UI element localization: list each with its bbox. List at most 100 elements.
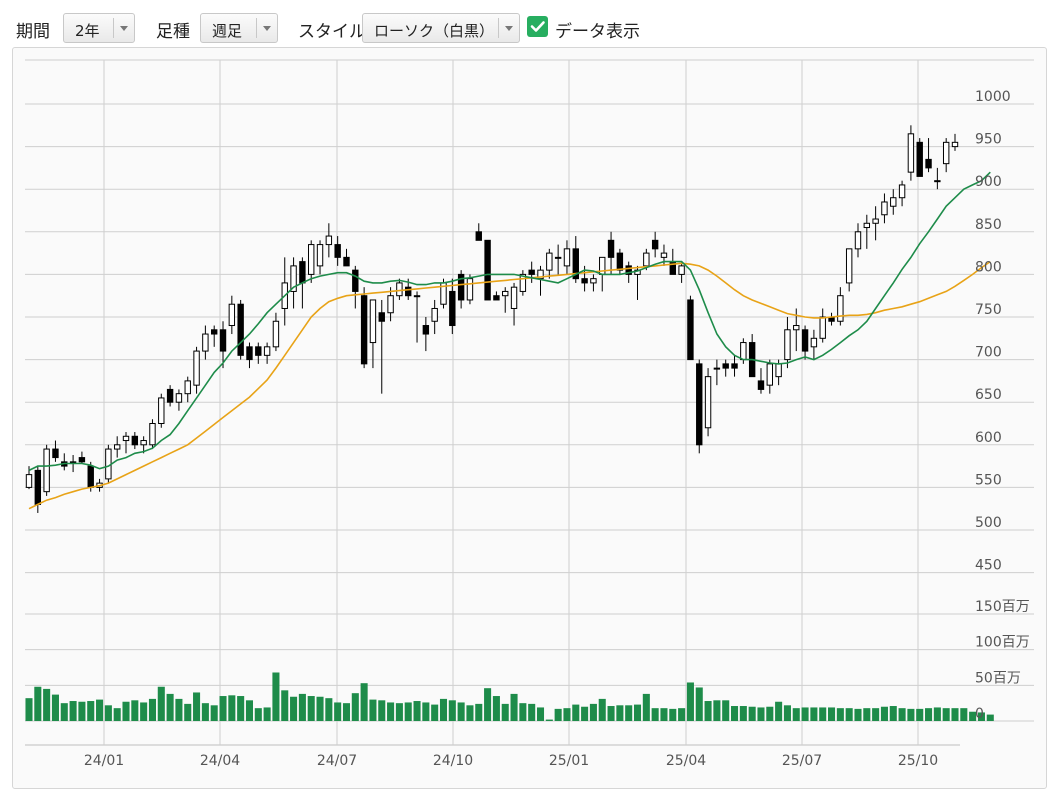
volume-bar [166, 693, 174, 721]
volume-bar [148, 698, 156, 721]
volume-bar [642, 693, 650, 721]
volume-bar [25, 698, 33, 721]
volume-bar [651, 708, 659, 721]
volume-bar [942, 708, 950, 721]
style-select[interactable]: ローソク（白黒） [362, 13, 520, 43]
price-tick-label: 500 [975, 515, 1002, 531]
candle-body [325, 235, 333, 246]
candle-body [863, 222, 871, 229]
volume-bar [307, 696, 315, 721]
candle [731, 355, 738, 377]
volume-bar [695, 687, 703, 721]
volume-bar [713, 700, 721, 721]
candle [431, 299, 438, 335]
volume-bar [334, 702, 342, 721]
candle-body [519, 273, 527, 292]
candle-body [934, 180, 941, 183]
x-tick-label: 24/10 [433, 753, 473, 769]
candle-body [616, 252, 624, 271]
candle-body [660, 252, 668, 258]
candle-body [581, 278, 588, 284]
volume-bar [678, 708, 686, 721]
candle [61, 453, 68, 471]
volume-bar [298, 693, 306, 721]
candle-body [158, 397, 165, 425]
candle [263, 342, 271, 364]
candle-body [837, 295, 844, 322]
candle [713, 359, 721, 386]
candle [934, 167, 941, 190]
candle-body [590, 278, 597, 284]
volume-axis-labels: 150百万 100百万 50百万 0 [975, 599, 1030, 722]
candle [510, 282, 518, 326]
candle-body [378, 312, 385, 322]
volume-bar [686, 682, 694, 721]
candle [493, 291, 500, 301]
price-tick-label: 900 [975, 174, 1002, 190]
candle-body [343, 256, 350, 267]
x-axis-labels: 24/01 24/04 24/07 24/10 25/01 25/04 25/07 25/10 [84, 753, 938, 769]
data-display-checkbox[interactable] [527, 16, 548, 37]
candle [590, 274, 597, 292]
volume-bar [554, 708, 562, 721]
volume-tick-label: 50百万 [975, 670, 1021, 686]
candle-body [475, 231, 482, 241]
candle [845, 248, 853, 292]
price-tick-label: 1000 [975, 89, 1011, 105]
style-label: スタイル [298, 22, 366, 42]
volume-bar [210, 705, 218, 721]
candle-body [113, 444, 121, 450]
candle-body [942, 141, 950, 165]
candle-body [78, 457, 86, 463]
candle-body [845, 248, 853, 284]
period-select[interactable]: 2年 [63, 13, 135, 43]
candle [722, 359, 729, 377]
candle-body [255, 346, 262, 356]
candle [916, 138, 923, 177]
volume-bar [113, 708, 121, 721]
candle-body [563, 248, 571, 267]
volume-bar [828, 707, 836, 721]
candle-body [422, 325, 430, 335]
period-label: 期間 [16, 22, 50, 42]
volume-bar [898, 708, 906, 721]
candle [228, 295, 236, 335]
candle-body [25, 474, 33, 488]
volume-bar [378, 700, 386, 721]
candle-body [916, 141, 923, 177]
volume-bar [907, 708, 915, 721]
volume-bar [448, 700, 456, 721]
candle-body [625, 265, 632, 275]
volume-bar [722, 700, 730, 721]
volume-bar [140, 702, 148, 721]
candle [193, 346, 200, 394]
volume-bar [69, 701, 77, 721]
candle [748, 334, 756, 378]
x-tick-label: 25/10 [898, 753, 938, 769]
candle-body [149, 423, 156, 446]
volume-bar [237, 696, 245, 721]
candle-body [228, 303, 236, 327]
candle-body [369, 299, 377, 344]
candle-body [801, 329, 809, 352]
grid-lines [25, 59, 1034, 746]
candle-body [413, 295, 421, 298]
volume-bar [925, 708, 933, 721]
candle-body [537, 269, 544, 280]
candle [122, 432, 130, 454]
candle-body [457, 273, 465, 301]
candle-body [810, 337, 818, 348]
candle [175, 389, 183, 411]
candle [819, 308, 826, 343]
x-tick-label: 24/07 [317, 753, 357, 769]
candle-body [607, 239, 615, 258]
interval-select[interactable]: 週足 [200, 13, 278, 43]
candle [784, 317, 791, 369]
candle [325, 223, 333, 258]
volume-bar [545, 719, 553, 721]
candle [678, 261, 685, 283]
candle-body [696, 363, 703, 446]
volume-bar [836, 708, 844, 721]
candle-body [819, 316, 826, 339]
volume-bar [272, 672, 280, 721]
